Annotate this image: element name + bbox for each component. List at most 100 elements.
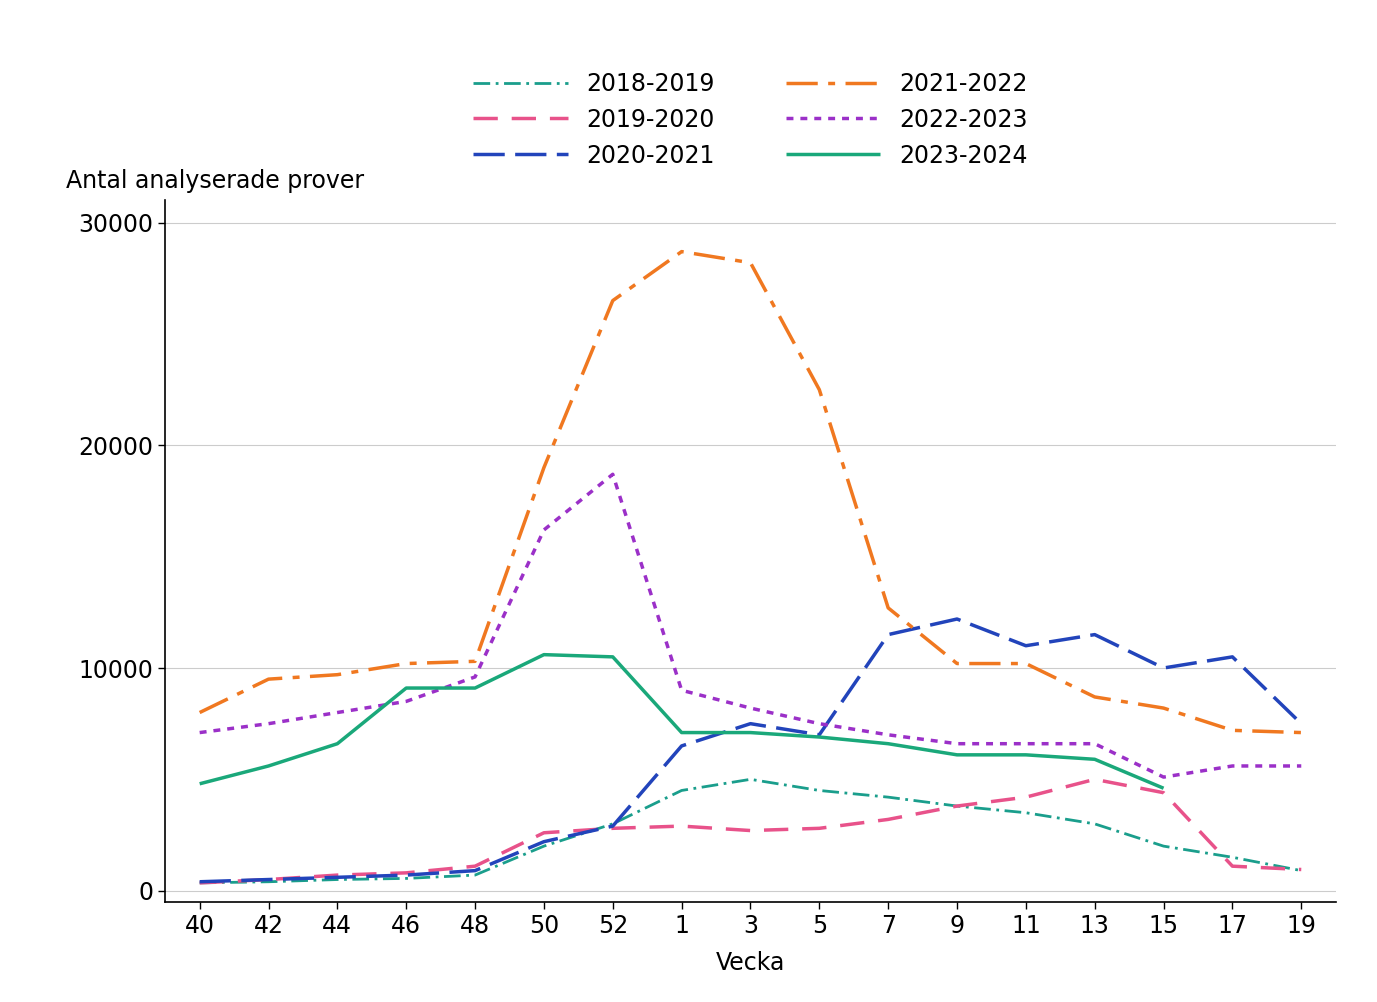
2022-2023 [811, 717, 828, 729]
2023-2024 [467, 682, 483, 694]
2022-2023 [467, 671, 483, 683]
Line: 2019-2020: 2019-2020 [200, 780, 1301, 883]
2020-2021 [1086, 628, 1103, 640]
2021-2022 [191, 706, 208, 718]
2019-2020 [536, 827, 552, 839]
2019-2020 [260, 874, 277, 886]
2022-2023 [880, 728, 896, 740]
2019-2020 [1086, 774, 1103, 786]
2018-2019 [742, 774, 759, 786]
Legend: 2018-2019, 2019-2020, 2020-2021, 2021-2022, 2022-2023, 2023-2024: 2018-2019, 2019-2020, 2020-2021, 2021-20… [474, 72, 1027, 167]
Line: 2022-2023: 2022-2023 [200, 474, 1301, 778]
Line: 2021-2022: 2021-2022 [200, 252, 1301, 732]
2018-2019 [1293, 865, 1310, 877]
2019-2020 [1293, 864, 1310, 876]
2021-2022 [467, 655, 483, 667]
2023-2024 [949, 748, 965, 761]
2019-2020 [467, 860, 483, 872]
2020-2021 [1155, 662, 1172, 674]
2018-2019 [1086, 818, 1103, 830]
2022-2023 [1224, 760, 1241, 772]
2019-2020 [1155, 787, 1172, 799]
2021-2022 [1086, 691, 1103, 703]
Text: Antal analyserade prover: Antal analyserade prover [66, 169, 364, 193]
2022-2023 [673, 684, 690, 696]
2023-2024 [191, 778, 208, 790]
2018-2019 [398, 873, 414, 885]
2020-2021 [949, 613, 965, 625]
2023-2024 [260, 760, 277, 772]
2019-2020 [329, 869, 346, 881]
2021-2022 [329, 668, 346, 680]
2021-2022 [880, 602, 896, 614]
Line: 2020-2021: 2020-2021 [200, 619, 1301, 882]
2018-2019 [1224, 852, 1241, 864]
2023-2024 [1155, 783, 1172, 795]
2021-2022 [260, 673, 277, 685]
2018-2019 [1018, 807, 1034, 819]
2020-2021 [1018, 639, 1034, 651]
2019-2020 [673, 820, 690, 832]
2022-2023 [536, 524, 552, 536]
2022-2023 [742, 702, 759, 714]
2023-2024 [536, 648, 552, 660]
2021-2022 [398, 657, 414, 669]
2018-2019 [329, 874, 346, 886]
2018-2019 [605, 818, 621, 830]
2021-2022 [605, 295, 621, 307]
2023-2024 [673, 726, 690, 738]
2023-2024 [1018, 748, 1034, 761]
2019-2020 [1224, 860, 1241, 872]
2022-2023 [1018, 737, 1034, 749]
2020-2021 [398, 869, 414, 881]
2021-2022 [536, 462, 552, 474]
2019-2020 [398, 867, 414, 879]
2019-2020 [742, 825, 759, 837]
2020-2021 [605, 820, 621, 832]
2019-2020 [880, 814, 896, 826]
2019-2020 [1018, 792, 1034, 804]
2023-2024 [1086, 754, 1103, 766]
2023-2024 [811, 731, 828, 743]
2018-2019 [191, 877, 208, 889]
2020-2021 [1224, 651, 1241, 663]
2021-2022 [1155, 702, 1172, 714]
2020-2021 [467, 865, 483, 877]
2021-2022 [1224, 724, 1241, 736]
2020-2021 [811, 728, 828, 740]
2021-2022 [742, 257, 759, 269]
Line: 2018-2019: 2018-2019 [200, 780, 1301, 883]
2018-2019 [260, 876, 277, 888]
2023-2024 [742, 726, 759, 738]
2018-2019 [536, 840, 552, 852]
2018-2019 [1155, 840, 1172, 852]
2022-2023 [260, 717, 277, 729]
2022-2023 [191, 726, 208, 738]
2021-2022 [673, 245, 690, 258]
2019-2020 [811, 823, 828, 835]
2022-2023 [329, 706, 346, 718]
2022-2023 [1086, 737, 1103, 749]
2022-2023 [949, 737, 965, 749]
2020-2021 [191, 876, 208, 888]
2022-2023 [398, 695, 414, 707]
2020-2021 [260, 874, 277, 886]
2018-2019 [673, 785, 690, 797]
2021-2022 [811, 384, 828, 396]
2022-2023 [605, 468, 621, 480]
2023-2024 [398, 682, 414, 694]
2018-2019 [811, 785, 828, 797]
2020-2021 [1293, 717, 1310, 729]
2021-2022 [1018, 657, 1034, 669]
Line: 2023-2024: 2023-2024 [200, 654, 1164, 789]
2020-2021 [673, 739, 690, 752]
2023-2024 [329, 737, 346, 749]
2019-2020 [191, 877, 208, 889]
2020-2021 [536, 836, 552, 848]
2022-2023 [1293, 760, 1310, 772]
2023-2024 [880, 737, 896, 749]
2018-2019 [949, 800, 965, 812]
X-axis label: Vecka: Vecka [716, 952, 785, 976]
2023-2024 [605, 651, 621, 663]
2020-2021 [329, 872, 346, 884]
